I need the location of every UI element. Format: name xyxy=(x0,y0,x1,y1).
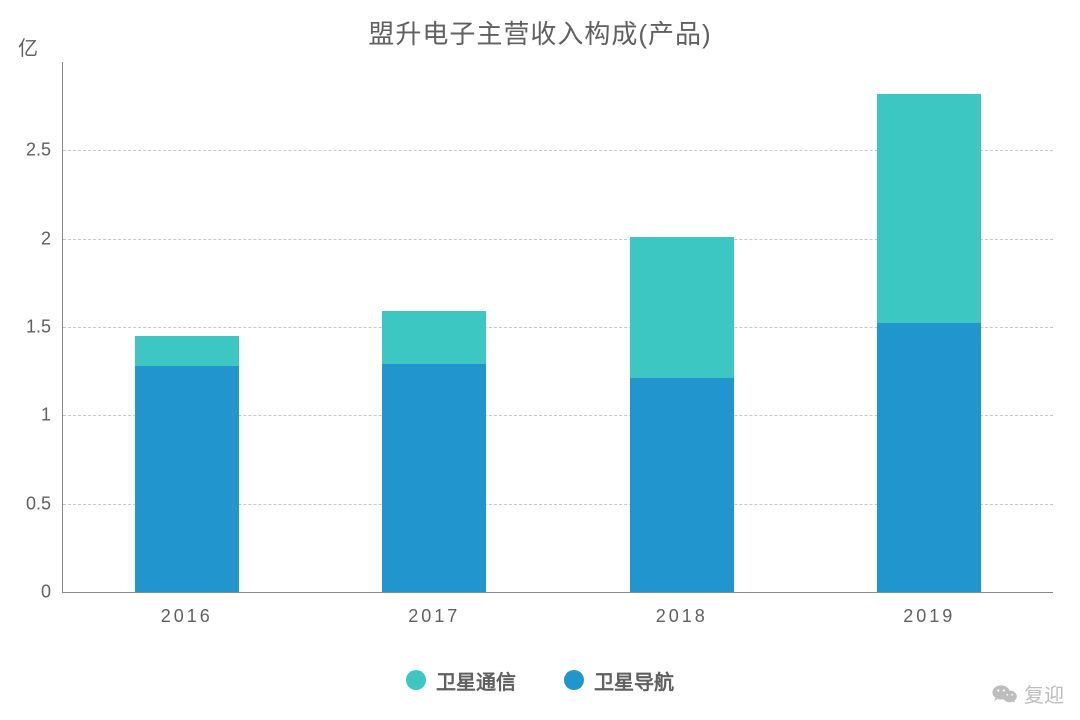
y-tick-label: 2 xyxy=(41,228,63,249)
legend-label: 卫星通信 xyxy=(436,666,516,695)
wechat-icon xyxy=(992,683,1018,705)
y-tick-label: 2.5 xyxy=(26,140,63,161)
bar-segment-s2 xyxy=(135,336,239,366)
y-tick-label: 0.5 xyxy=(26,493,63,514)
legend-swatch-s2 xyxy=(406,670,426,690)
x-tick-label: 2019 xyxy=(903,592,955,627)
y-tick-label: 1 xyxy=(41,405,63,426)
legend: 卫星通信 卫星导航 xyxy=(0,660,1080,700)
legend-label: 卫星导航 xyxy=(594,666,674,695)
y-tick-label: 0 xyxy=(41,582,63,603)
watermark-label: 复迎 xyxy=(1024,679,1064,708)
bar-segment-s2 xyxy=(630,237,734,378)
bar-segment-s1 xyxy=(630,378,734,592)
legend-swatch-s1 xyxy=(564,670,584,690)
legend-item-s2: 卫星通信 xyxy=(406,666,516,695)
bar-segment-s1 xyxy=(135,366,239,592)
plot-area: 00.511.522.52016201720182019 xyxy=(62,62,1053,593)
bar-segment-s1 xyxy=(877,323,981,592)
watermark: 复迎 xyxy=(992,679,1064,708)
x-tick-label: 2018 xyxy=(656,592,708,627)
x-tick-label: 2017 xyxy=(408,592,460,627)
chart-title: 盟升电子主营收入构成(产品) xyxy=(0,14,1080,51)
y-tick-label: 1.5 xyxy=(26,317,63,338)
x-tick-label: 2016 xyxy=(161,592,213,627)
bar-segment-s1 xyxy=(382,364,486,592)
revenue-stacked-bar-chart: 盟升电子主营收入构成(产品) 亿 00.511.522.520162017201… xyxy=(0,0,1080,720)
y-axis-unit-label: 亿 xyxy=(18,32,38,61)
bar-segment-s2 xyxy=(382,311,486,364)
bar-segment-s2 xyxy=(877,94,981,324)
legend-item-s1: 卫星导航 xyxy=(564,666,674,695)
